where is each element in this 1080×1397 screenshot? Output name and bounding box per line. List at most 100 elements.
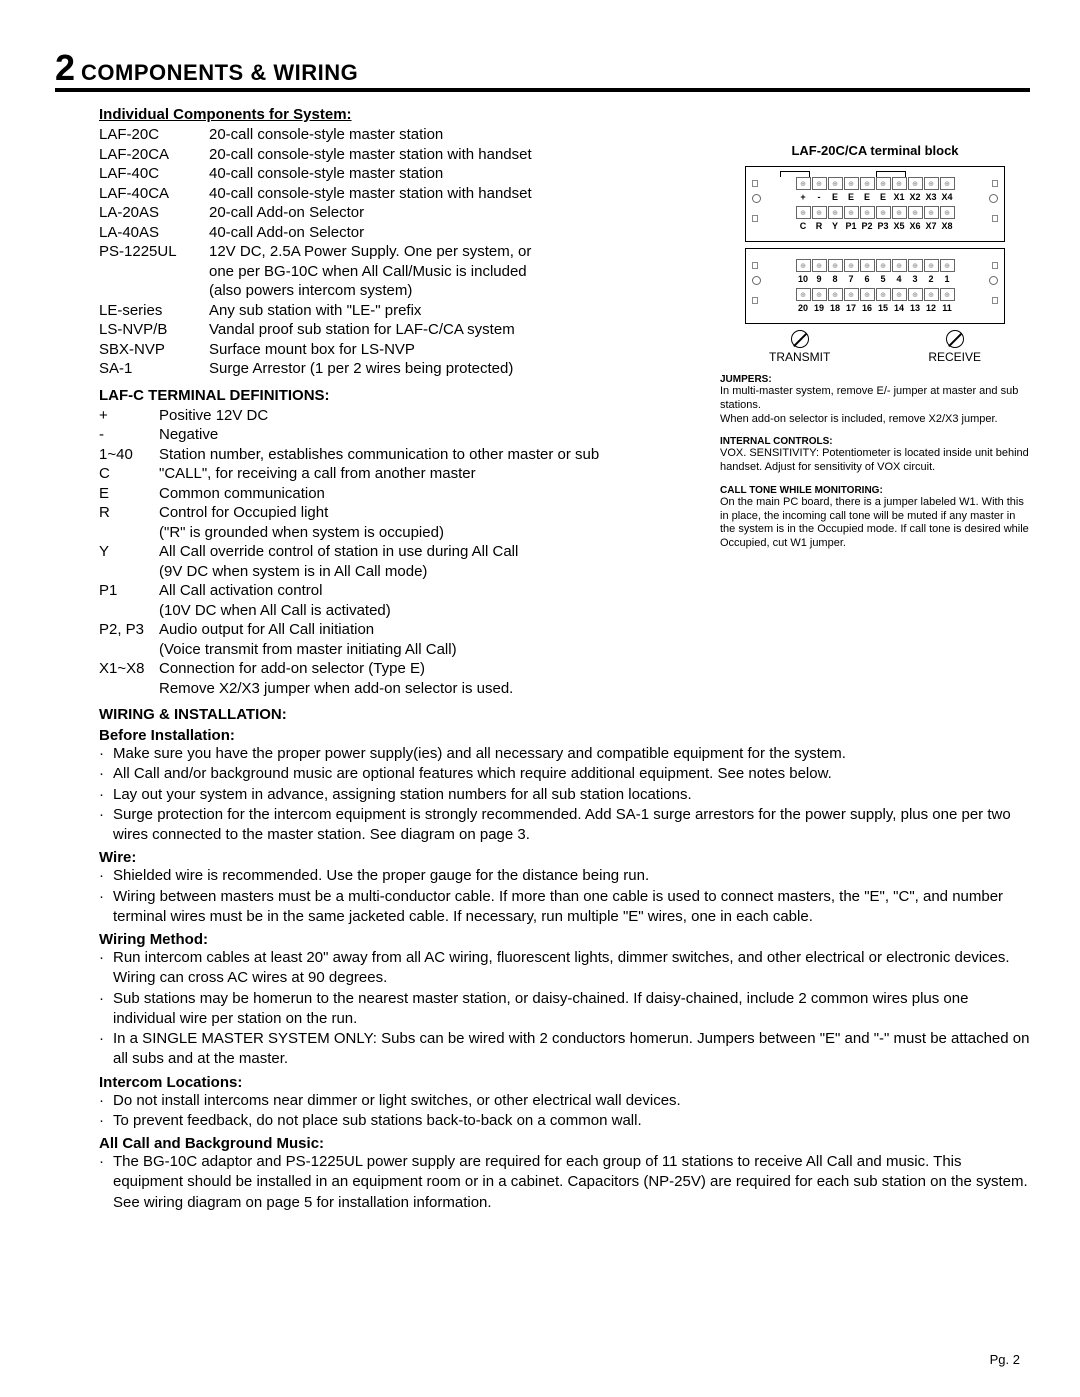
definition-desc: All Call override control of station in …: [159, 542, 518, 562]
definition-row: ECommon communication: [99, 484, 710, 504]
definition-row: X1~X8Connection for add-on selector (Typ…: [99, 659, 710, 679]
terminal-label: P1: [844, 221, 859, 231]
component-row: LAF-40C40-call console-style master stat…: [99, 164, 710, 184]
terminal-label: X2: [908, 192, 923, 202]
terminal-label: 18: [828, 303, 843, 313]
component-row: LAF-40CA40-call console-style master sta…: [99, 184, 710, 204]
terminal-label: E: [844, 192, 859, 202]
bullet-item: ·In a SINGLE MASTER SYSTEM ONLY: Subs ca…: [99, 1029, 1030, 1070]
component-desc: 20-call console-style master station wit…: [209, 145, 532, 165]
terminal-label: 16: [860, 303, 875, 313]
terminal-label: 20: [796, 303, 811, 313]
bullet-item: ·Shielded wire is recommended. Use the p…: [99, 866, 1030, 886]
terminal-label: C: [796, 221, 811, 231]
bullet-item: ·All Call and/or background music are op…: [99, 764, 1030, 784]
component-code: LAF-20CA: [99, 145, 209, 165]
allcall-list: ·The BG-10C adaptor and PS-1225UL power …: [99, 1152, 1030, 1213]
component-desc: 40-call console-style master station wit…: [209, 184, 532, 204]
component-desc: Any sub station with "LE-" prefix: [209, 301, 421, 321]
component-code: PS-1225UL: [99, 242, 209, 262]
definition-code: E: [99, 484, 159, 504]
terminal-label: X3: [924, 192, 939, 202]
component-code: LAF-40CA: [99, 184, 209, 204]
component-code: LAF-40C: [99, 164, 209, 184]
definition-code: +: [99, 406, 159, 426]
terminal-label: -: [812, 192, 827, 202]
definition-row: P2, P3Audio output for All Call initiati…: [99, 620, 710, 640]
component-desc-cont: one per BG-10C when All Call/Music is in…: [209, 262, 527, 282]
terminal-block-panel: LAF-20C/CA terminal block ⊕⊕⊕⊕⊕⊕⊕⊕⊕⊕ +-E…: [710, 125, 1030, 698]
bullet-item: ·Surge protection for the intercom equip…: [99, 805, 1030, 846]
bullet-item: ·Lay out your system in advance, assigni…: [99, 785, 1030, 805]
jumpers-text: In multi-master system, remove E/- jumpe…: [720, 385, 1030, 413]
definition-row: P1All Call activation control: [99, 581, 710, 601]
component-desc-cont: (also powers intercom system): [209, 281, 412, 301]
component-code: SBX-NVP: [99, 340, 209, 360]
definition-desc-cont: ("R" is grounded when system is occupied…: [159, 523, 444, 543]
definition-code: -: [99, 425, 159, 445]
calltone-heading: CALL TONE WHILE MONITORING:: [720, 485, 1030, 496]
terminal-label: 12: [924, 303, 939, 313]
section-header: 2 COMPONENTS & WIRING: [55, 50, 1030, 92]
wiring-heading: WIRING & INSTALLATION:: [99, 706, 1030, 723]
definition-code: Y: [99, 542, 159, 562]
definition-code: P1: [99, 581, 159, 601]
terminal-label: 7: [844, 274, 859, 284]
definition-desc: Common communication: [159, 484, 325, 504]
component-row: SA-1Surge Arrestor (1 per 2 wires being …: [99, 359, 710, 379]
component-row: LS-NVP/BVandal proof sub station for LAF…: [99, 320, 710, 340]
definition-row: YAll Call override control of station in…: [99, 542, 710, 562]
terminal-label: Y: [828, 221, 843, 231]
component-desc: 40-call console-style master station: [209, 164, 443, 184]
definition-code: R: [99, 503, 159, 523]
jumpers-heading: JUMPERS:: [720, 374, 1030, 385]
component-desc: 12V DC, 2.5A Power Supply. One per syste…: [209, 242, 531, 262]
locations-list: ·Do not install intercoms near dimmer or…: [99, 1091, 1030, 1132]
bullet-item: ·Do not install intercoms near dimmer or…: [99, 1091, 1030, 1111]
definition-desc-cont: (Voice transmit from master initiating A…: [159, 640, 457, 660]
definition-desc: "CALL", for receiving a call from anothe…: [159, 464, 476, 484]
locations-heading: Intercom Locations:: [99, 1074, 1030, 1091]
terminal-label: 2: [924, 274, 939, 284]
components-table: LAF-20C20-call console-style master stat…: [99, 125, 710, 379]
terminal-label: 9: [812, 274, 827, 284]
bullet-item: ·Sub stations may be homerun to the near…: [99, 989, 1030, 1030]
component-row: LA-40AS40-call Add-on Selector: [99, 223, 710, 243]
component-code: SA-1: [99, 359, 209, 379]
wiring-method-heading: Wiring Method:: [99, 931, 1030, 948]
terminal-label: E: [860, 192, 875, 202]
bullet-item: ·The BG-10C adaptor and PS-1225UL power …: [99, 1152, 1030, 1213]
terminal-block-diagram-upper: ⊕⊕⊕⊕⊕⊕⊕⊕⊕⊕ +-EEEEX1X2X3X4 ⊕⊕⊕⊕⊕⊕⊕⊕⊕⊕ CRY…: [745, 166, 1005, 242]
component-desc: 20-call Add-on Selector: [209, 203, 364, 223]
internal-controls-heading: INTERNAL CONTROLS:: [720, 436, 1030, 447]
definition-row: +Positive 12V DC: [99, 406, 710, 426]
definition-row: 1~40Station number, establishes communic…: [99, 445, 710, 465]
component-code: LE-series: [99, 301, 209, 321]
definition-desc: Positive 12V DC: [159, 406, 268, 426]
allcall-heading: All Call and Background Music:: [99, 1135, 1030, 1152]
before-install-heading: Before Installation:: [99, 727, 1030, 744]
terminal-label: 14: [892, 303, 907, 313]
terminal-block-diagram-lower: ⊕⊕⊕⊕⊕⊕⊕⊕⊕⊕ 10987654321 ⊕⊕⊕⊕⊕⊕⊕⊕⊕⊕ 201918…: [745, 248, 1005, 324]
component-row: LAF-20C20-call console-style master stat…: [99, 125, 710, 145]
terminal-label: 8: [828, 274, 843, 284]
before-install-list: ·Make sure you have the proper power sup…: [99, 744, 1030, 845]
terminal-label: 19: [812, 303, 827, 313]
terminal-label: E: [876, 192, 891, 202]
definition-desc: Audio output for All Call initiation: [159, 620, 374, 640]
page-number: Pg. 2: [990, 1352, 1020, 1367]
calltone-text: On the main PC board, there is a jumper …: [720, 496, 1030, 551]
terminal-label: R: [812, 221, 827, 231]
bullet-item: ·Run intercom cables at least 20" away f…: [99, 948, 1030, 989]
definition-desc: Negative: [159, 425, 218, 445]
terminal-label: 6: [860, 274, 875, 284]
definition-code: C: [99, 464, 159, 484]
terminal-label: P3: [876, 221, 891, 231]
bullet-item: ·Wiring between masters must be a multi-…: [99, 887, 1030, 928]
terminal-label: X4: [940, 192, 955, 202]
components-heading: Individual Components for System:: [99, 106, 1030, 123]
terminal-label: X6: [908, 221, 923, 231]
component-code: LA-20AS: [99, 203, 209, 223]
component-code: LA-40AS: [99, 223, 209, 243]
definition-desc: Station number, establishes communicatio…: [159, 445, 599, 465]
